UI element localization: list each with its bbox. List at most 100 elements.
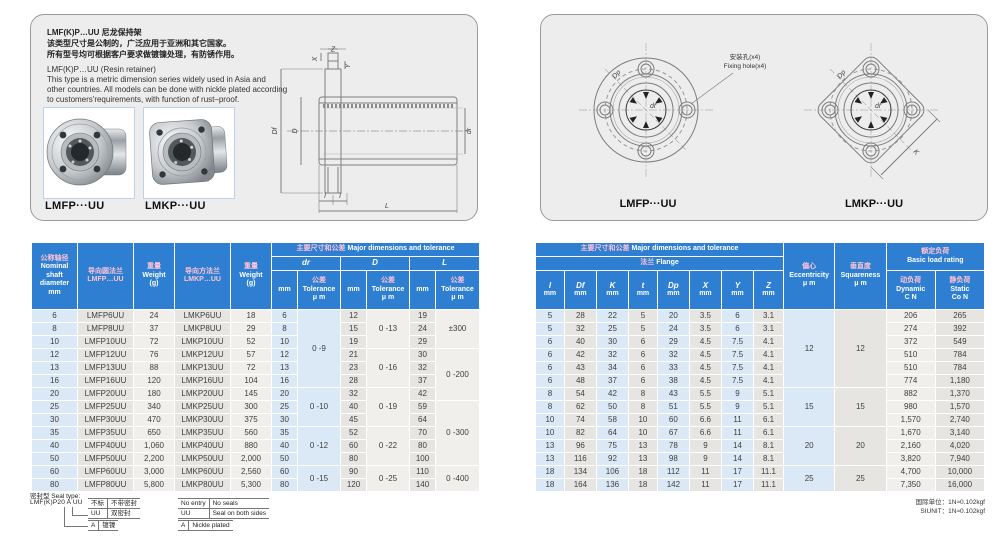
table-row: 12 LMFP12UU 76 LMKP12UU 57 12 21 0 -16 30 0 -200: [31, 348, 481, 401]
l-tolerance-cell: ±300: [434, 309, 481, 349]
dim-group-l: L: [408, 256, 481, 271]
dimensions-table-right: 主要尺寸和公差 Major dimensions and tolerance 偏…: [535, 242, 986, 492]
table-row: 8 54 42 8 43 5.5 9 5.1 15 15 882 1,370: [535, 387, 986, 427]
header-model: LMFP…UU: [87, 276, 124, 283]
lmfp-model-cell: LMFP25UU: [77, 400, 134, 414]
dr-value-cell: 50: [271, 452, 298, 466]
product-photo-lmkp: [143, 107, 235, 199]
lmkp-weight-cell: 2,560: [230, 465, 272, 479]
z-value-cell: 8.1: [753, 439, 784, 453]
dp-value-cell: 142: [656, 478, 690, 492]
l-value-cell: 64: [409, 413, 436, 427]
shaft-diameter-cell: 30: [31, 413, 78, 427]
col-header-weight-lmkp: 重量 Weight (g): [230, 242, 272, 310]
l-value-cell: 8: [535, 400, 565, 414]
legend-key: No entry: [178, 498, 210, 509]
lmfp-model-cell: LMFP6UU: [77, 309, 134, 323]
d-value-cell: 12: [340, 309, 367, 323]
header-unit: μ m: [802, 280, 816, 288]
x-value-cell: 5.5: [688, 400, 722, 414]
dp-value-cell: 98: [656, 452, 690, 466]
d-value-cell: 60: [340, 439, 367, 453]
z-value-cell: 3.1: [753, 322, 784, 336]
lmkp-model-cell: LMKP40UU: [174, 439, 231, 453]
df-value-cell: 74: [563, 413, 597, 427]
legend-row: No entry No seals: [178, 498, 270, 509]
dp-value-cell: 38: [656, 374, 690, 388]
dr-value-cell: 6: [271, 309, 298, 323]
major-dimensions-band: 主要尺寸和公差 Major dimensions and tolerance: [535, 242, 784, 257]
t-value-cell: 18: [627, 465, 658, 479]
shaft-diameter-cell: 6: [31, 309, 78, 323]
dr-value-cell: 10: [271, 335, 298, 349]
dim-unit: mm: [699, 290, 712, 298]
l-value-cell: 59: [409, 400, 436, 414]
legend-key: UU: [178, 508, 210, 519]
dr-value-cell: 20: [271, 387, 298, 401]
legend-value: Seal on both sides: [209, 508, 270, 519]
k-value-cell: 58: [595, 413, 629, 427]
dp-value-cell: 33: [656, 361, 690, 375]
dim-group-d: D: [340, 256, 410, 271]
l-value-cell: 70: [409, 426, 436, 440]
table-row: 6 LMFP6UU 24 LMKP6UU 18 6 0 -9 12 0 -13 19 ±300: [31, 309, 481, 388]
legend-row: A Nickle plated: [178, 520, 233, 531]
static-load-cell: 265: [934, 309, 986, 323]
side-view-drawing: Z X Y Df D dr l l L: [272, 47, 473, 213]
d-value-cell: 19: [340, 335, 367, 349]
x-value-cell: 9: [688, 439, 722, 453]
dim-symbol: K: [609, 281, 616, 291]
l-value-cell: 18: [535, 465, 565, 479]
l-value-cell: 30: [409, 348, 436, 362]
lmfp-weight-cell: 24: [133, 309, 175, 323]
tol-cn: 公差: [312, 277, 326, 285]
df-value-cell: 48: [563, 374, 597, 388]
table-row: 13 LMFP13UU 88 LMKP13UU 72 13 23 32: [31, 361, 480, 375]
static-load-cell: 7,940: [934, 452, 986, 466]
y-value-cell: 6: [720, 322, 755, 336]
d-value-cell: 15: [340, 322, 367, 336]
shaft-diameter-cell: 16: [31, 374, 78, 388]
lmkp-weight-cell: 5,300: [230, 478, 272, 492]
df-value-cell: 32: [563, 322, 597, 336]
col-header-lmfp-flange: 导向圆法兰 LMFP…UU: [77, 242, 134, 310]
dr-tolerance-cell: 0 -15: [297, 465, 341, 492]
lmfp-weight-cell: 5,800: [133, 478, 175, 492]
header-en: Weight (g): [142, 271, 166, 288]
col-header-basic-load-rating: 额定负荷 Basic load rating: [885, 242, 986, 271]
lmfp-weight-cell: 180: [133, 387, 175, 401]
dr-value-cell: 13: [271, 361, 298, 375]
dr-value-cell: 35: [271, 426, 298, 440]
static-load-cell: 784: [934, 348, 986, 362]
lmfp-model-cell: LMFP16UU: [77, 374, 134, 388]
product-photo-lmfp: [43, 107, 135, 199]
lmkp-model-cell: LMKP50UU: [174, 452, 231, 466]
seal-legend-cn-plating: A 镀镍: [88, 520, 119, 531]
k-value-cell: 75: [595, 439, 629, 453]
x-value-cell: 11: [688, 478, 722, 492]
dp-value-cell: 32: [656, 348, 690, 362]
dr-value-cell: 16: [271, 374, 298, 388]
lmfp-weight-cell: 120: [133, 374, 175, 388]
header-cn: 重量: [244, 263, 258, 271]
k-value-cell: 106: [595, 465, 629, 479]
front-views-panel: Dp dr Dp dr K 安装孔(x4) Fixing hole(x4) LM…: [540, 14, 988, 221]
shaft-diameter-cell: 12: [31, 348, 78, 362]
df-value-cell: 28: [563, 309, 597, 323]
d-value-cell: 32: [340, 387, 367, 401]
dr-tolerance-cell: 0 -10: [297, 387, 341, 427]
intro-en-line: This type is a metric dimension series w…: [47, 75, 266, 84]
seal-type-title: 密封型 Seal type:: [30, 493, 81, 500]
col-header-static-load: 静负荷 Static Co N: [934, 270, 986, 310]
k-value-cell: 42: [595, 387, 629, 401]
z-value-cell: 5.1: [753, 387, 784, 401]
col-header-t: t mm: [627, 270, 658, 310]
intro-cn-line: 该类型尺寸是公制的，广泛应用于亚洲和其它国家。: [47, 39, 231, 48]
lmfp-model-cell: LMFP30UU: [77, 413, 134, 427]
t-value-cell: 6: [627, 348, 658, 362]
static-load-cell: 10,000: [934, 465, 986, 479]
table-row: 6 48 37 6 38 4.5 7.5 4.1 774 1,180: [535, 374, 986, 388]
x-value-cell: 4.5: [688, 335, 722, 349]
dynamic-load-cell: 7,350: [885, 478, 936, 492]
lmkp-model-cell: LMKP60UU: [174, 465, 231, 479]
